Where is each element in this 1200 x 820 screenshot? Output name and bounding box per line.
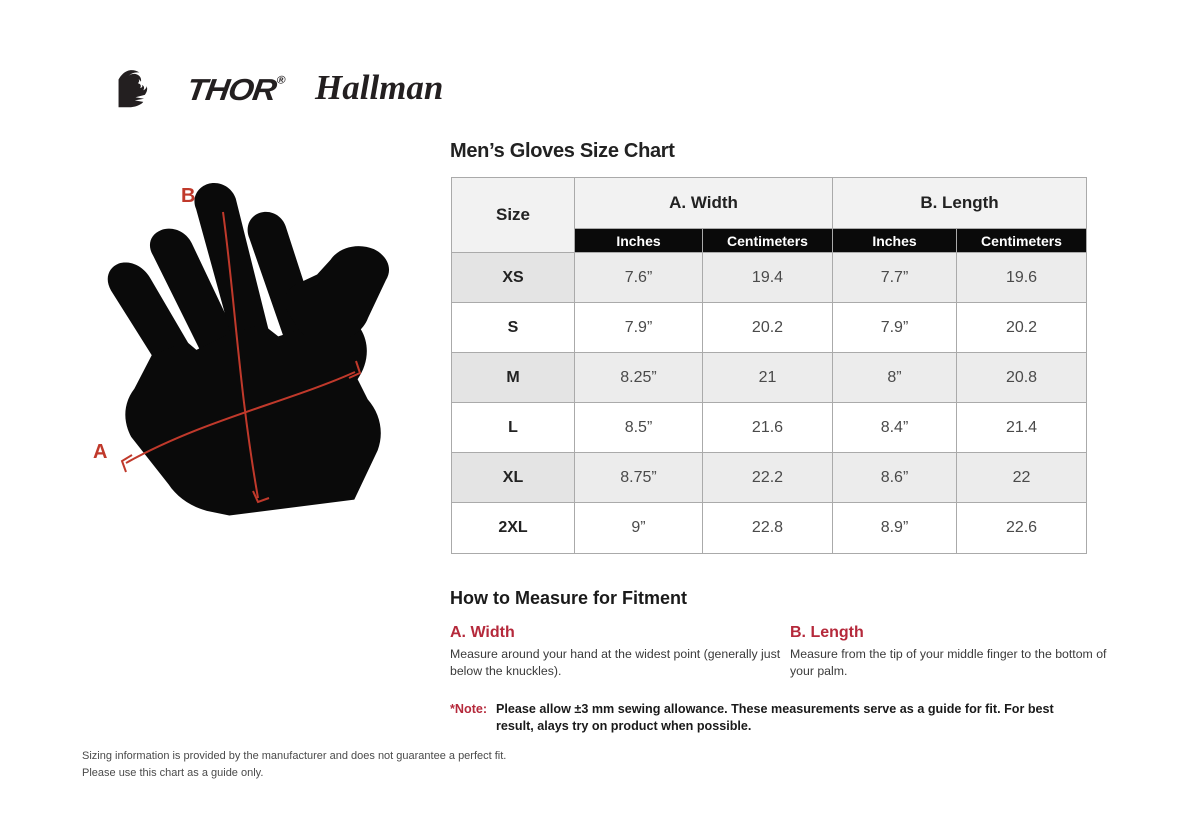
svg-text:B: B bbox=[181, 185, 195, 207]
svg-text:A: A bbox=[93, 441, 107, 463]
svg-text:Hallman: Hallman bbox=[314, 68, 443, 107]
